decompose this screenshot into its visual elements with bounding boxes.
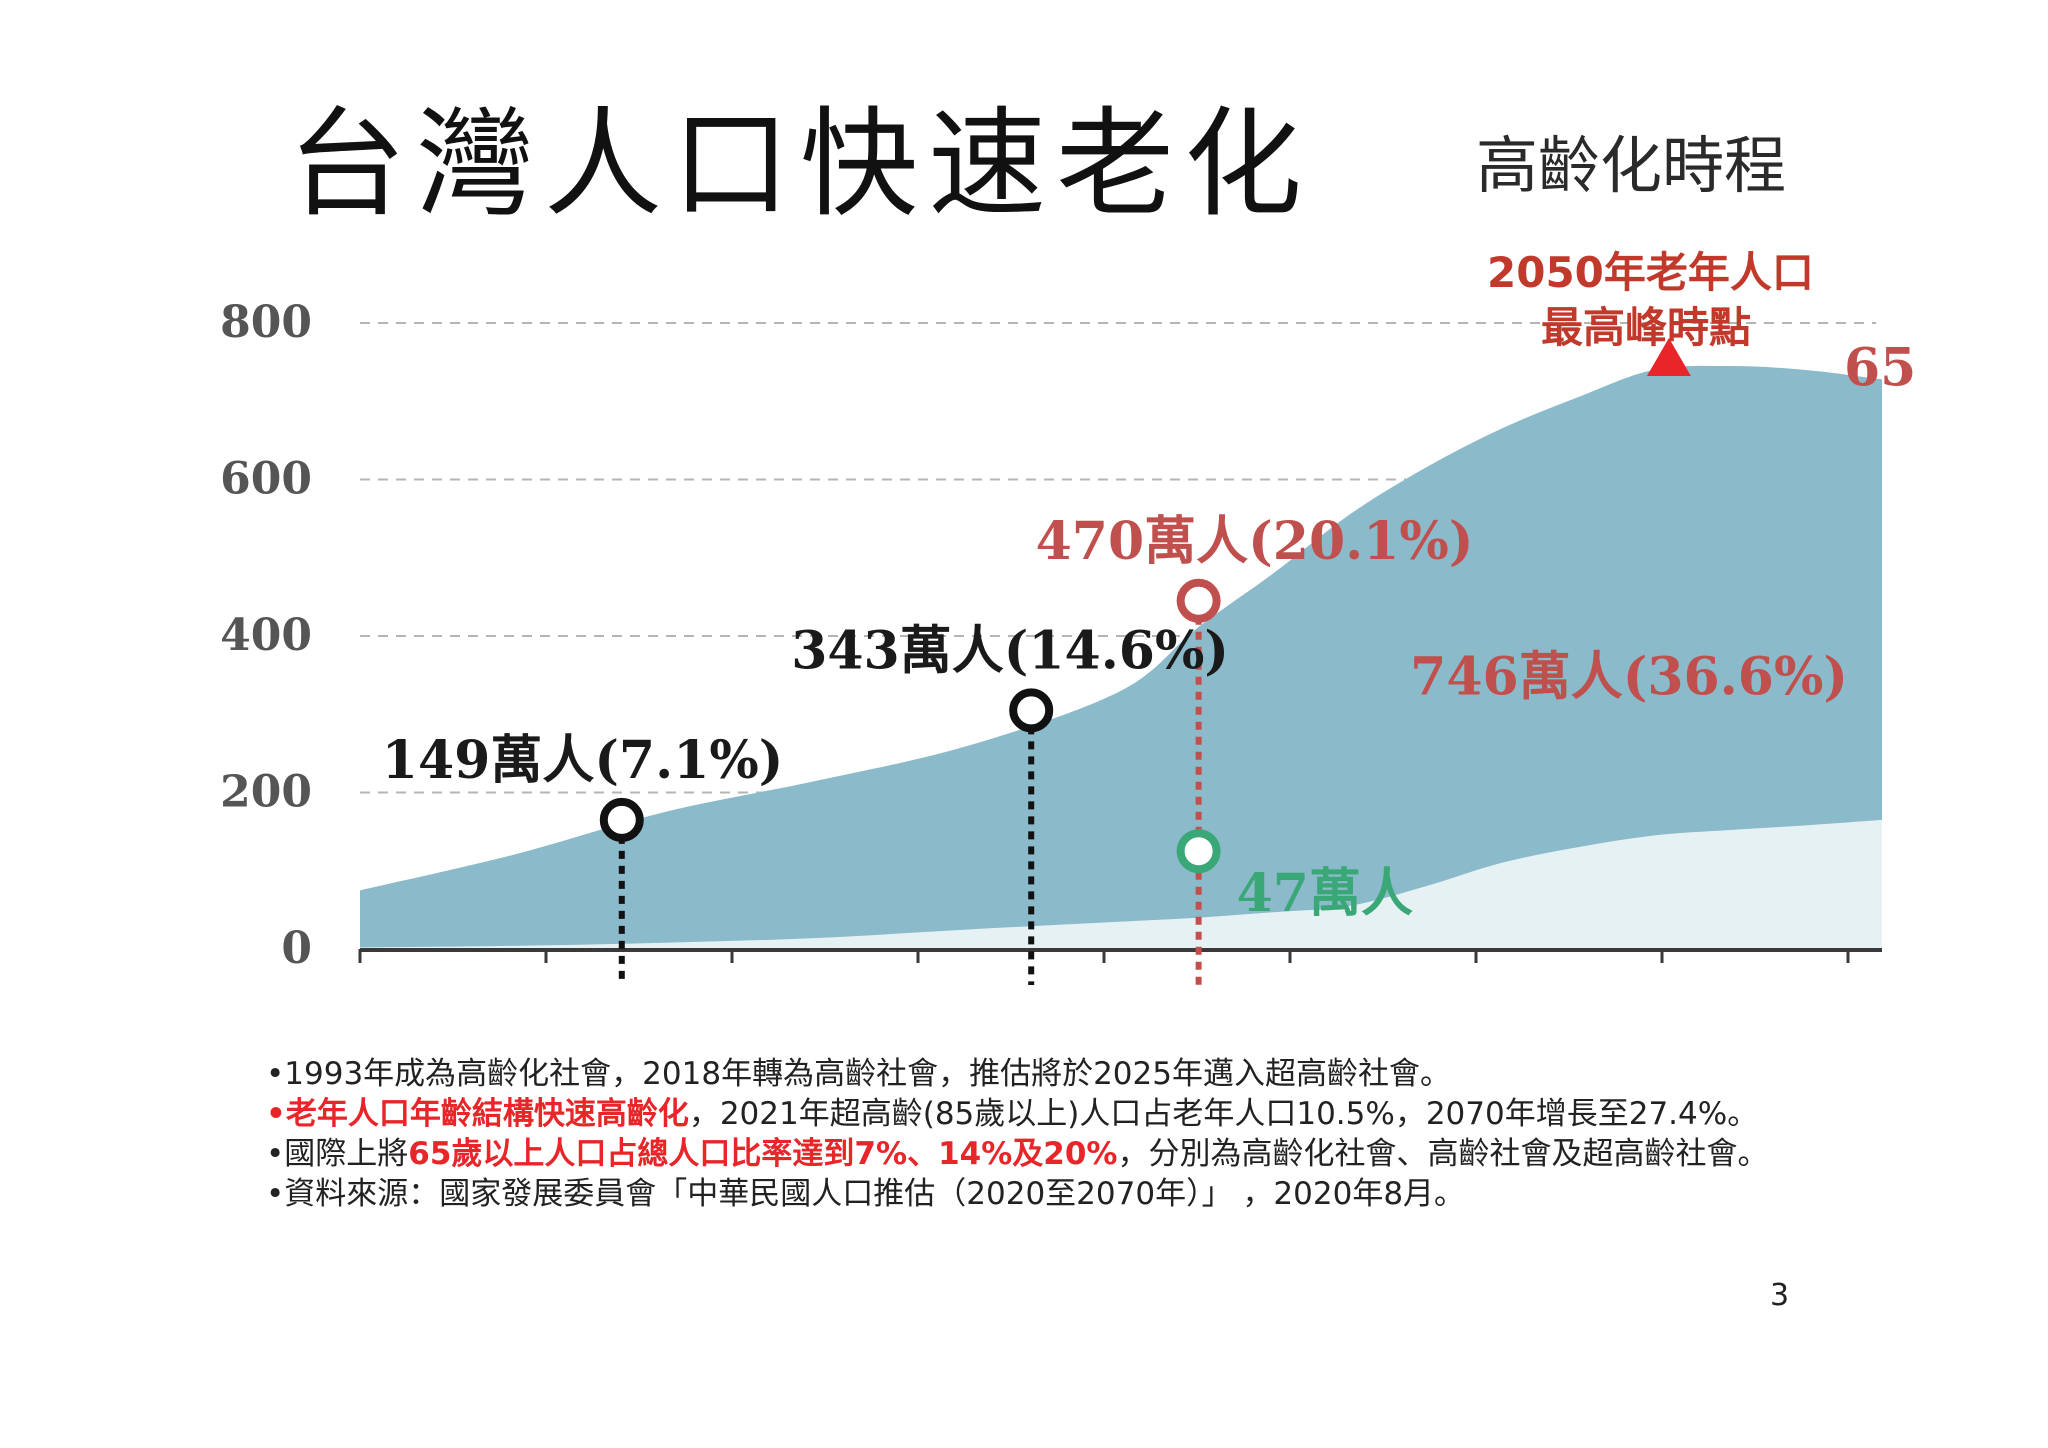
area-aged65 (360, 365, 1882, 950)
y-tick-label: 200 (220, 767, 312, 818)
region-label: 65 (1844, 338, 1916, 399)
note-text: ，2021年超高齡(85歲以上)人口占老年人口10.5%，2070年增長至27.… (688, 1096, 1759, 1132)
y-tick-label: 600 (220, 454, 312, 505)
area-layer (360, 365, 1882, 950)
main-title: 台灣人口快速老化 (288, 95, 1313, 233)
note-text: ，分別為高齡化社會、高齡社會及超高齡社會。 (1117, 1136, 1769, 1172)
note-item: •老年人口年齡結構快速高齡化，2021年超高齡(85歲以上)人口占老年人口10.… (266, 1094, 2026, 1134)
note-highlight: 65歲以上人口占總人口比率達到7%、14%及20% (408, 1136, 1118, 1172)
y-tick-label: 400 (220, 610, 312, 661)
note-text: •國際上將 (266, 1136, 409, 1172)
chart-subtitle: 高齡化時程 (1476, 129, 1787, 202)
y-tick-label: 0 (281, 923, 312, 974)
marker-point (1176, 578, 1221, 623)
notes-list: •1993年成為高齡化社會，2018年轉為高齡社會，推估將於2025年邁入超高齡… (266, 1054, 2026, 1214)
marker-label: 470萬人(20.1%) (1036, 511, 1474, 572)
page-number: 3 (1770, 1278, 1790, 1313)
axis-layer (358, 948, 1882, 963)
area-aged85 (360, 819, 1882, 949)
note-highlight: •老年人口年齡結構快速高齡化 (266, 1096, 689, 1132)
y-tick-label: 800 (220, 297, 312, 348)
marker-point (1176, 829, 1221, 874)
marker-label: 47萬人 (1237, 863, 1413, 924)
peak-label-line2: 最高峰時點 (1541, 303, 1751, 352)
label-layer: 149萬人(7.1%)343萬人(14.6%) 470萬人(20.1%) 47萬人 7… (382, 248, 1917, 924)
region-label: 746萬人(36.6%) (1410, 647, 1848, 708)
note-item: •資料來源：國家發展委員會「中華民國人口推估（2020至2070年）」 ，202… (266, 1174, 2026, 1214)
marker-layer (599, 338, 1691, 985)
marker-point (599, 797, 644, 842)
marker-label: 343萬人(14.6%) (791, 620, 1229, 681)
note-text: •資料來源：國家發展委員會「中華民國人口推估（2020至2070年）」 ，202… (266, 1176, 1466, 1212)
marker-point (1009, 688, 1054, 733)
note-text: •1993年成為高齡化社會，2018年轉為高齡社會，推估將於2025年邁入超高齡… (266, 1056, 1451, 1092)
note-item: •1993年成為高齡化社會，2018年轉為高齡社會，推估將於2025年邁入超高齡… (266, 1054, 2026, 1094)
peak-label-line1: 2050年老年人口 (1487, 248, 1814, 297)
peak-marker (1646, 338, 1691, 377)
marker-label: 149萬人(7.1%) (382, 730, 784, 791)
note-item: •國際上將65歲以上人口占總人口比率達到7%、14%及20%，分別為高齡化社會、… (266, 1134, 2026, 1174)
